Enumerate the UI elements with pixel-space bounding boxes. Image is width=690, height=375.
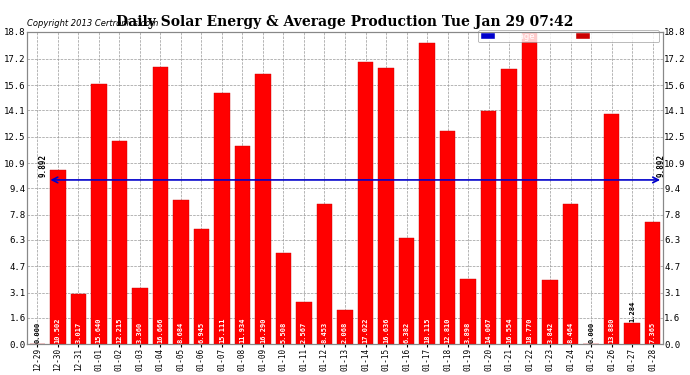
Text: 5.508: 5.508 (280, 322, 286, 343)
Bar (152, 68, 168, 344)
Text: Copyright 2013 Certronics.com: Copyright 2013 Certronics.com (27, 19, 159, 28)
Bar (502, 69, 517, 344)
Bar (358, 62, 373, 344)
Text: 9.892: 9.892 (39, 154, 48, 177)
Text: 15.111: 15.111 (219, 317, 225, 343)
Bar (624, 323, 640, 344)
Bar (440, 132, 455, 344)
Text: 16.666: 16.666 (157, 317, 164, 343)
Text: 2.068: 2.068 (342, 322, 348, 343)
Bar (70, 294, 86, 344)
Text: 6.382: 6.382 (404, 322, 410, 343)
Bar (645, 222, 660, 344)
Text: 1.284: 1.284 (629, 301, 635, 322)
Text: 3.842: 3.842 (547, 322, 553, 343)
Text: 3.898: 3.898 (465, 322, 471, 343)
Bar (317, 204, 332, 344)
Bar (337, 310, 353, 344)
Bar (378, 68, 394, 344)
Text: 13.880: 13.880 (609, 317, 615, 343)
Legend: Average  (kWh), Daily  (kWh): Average (kWh), Daily (kWh) (478, 30, 659, 42)
Bar (235, 146, 250, 344)
Bar (399, 238, 414, 344)
Text: 8.684: 8.684 (178, 322, 184, 343)
Text: 11.934: 11.934 (239, 317, 246, 343)
Text: 16.636: 16.636 (383, 317, 389, 343)
Bar (91, 84, 106, 344)
Bar (255, 74, 270, 344)
Text: 12.810: 12.810 (444, 317, 451, 343)
Text: 16.554: 16.554 (506, 317, 512, 343)
Bar (214, 93, 230, 344)
Bar (194, 229, 209, 344)
Text: 15.640: 15.640 (96, 317, 102, 343)
Bar (542, 280, 558, 344)
Bar (481, 111, 496, 344)
Text: 8.453: 8.453 (322, 322, 328, 343)
Bar (112, 141, 127, 344)
Text: 2.567: 2.567 (301, 322, 307, 343)
Text: 8.464: 8.464 (568, 322, 573, 343)
Text: 7.365: 7.365 (650, 322, 656, 343)
Bar (173, 200, 188, 344)
Bar (604, 114, 620, 344)
Text: 6.945: 6.945 (199, 322, 204, 343)
Text: 3.360: 3.360 (137, 322, 143, 343)
Bar (522, 33, 538, 344)
Text: 9.892: 9.892 (656, 154, 665, 177)
Bar (50, 170, 66, 344)
Bar (296, 302, 312, 344)
Text: 0.000: 0.000 (588, 322, 594, 344)
Text: 14.067: 14.067 (486, 317, 491, 343)
Bar (132, 288, 148, 344)
Text: 3.017: 3.017 (75, 322, 81, 343)
Text: 10.502: 10.502 (55, 317, 61, 343)
Text: 0.000: 0.000 (34, 322, 40, 344)
Bar (276, 253, 291, 344)
Bar (460, 279, 476, 344)
Text: 16.290: 16.290 (260, 317, 266, 343)
Text: 18.115: 18.115 (424, 317, 430, 343)
Text: 17.022: 17.022 (362, 317, 368, 343)
Title: Daily Solar Energy & Average Production Tue Jan 29 07:42: Daily Solar Energy & Average Production … (117, 15, 573, 29)
Bar (563, 204, 578, 344)
Bar (420, 44, 435, 344)
Text: 12.215: 12.215 (117, 317, 122, 343)
Text: 18.770: 18.770 (526, 317, 533, 343)
